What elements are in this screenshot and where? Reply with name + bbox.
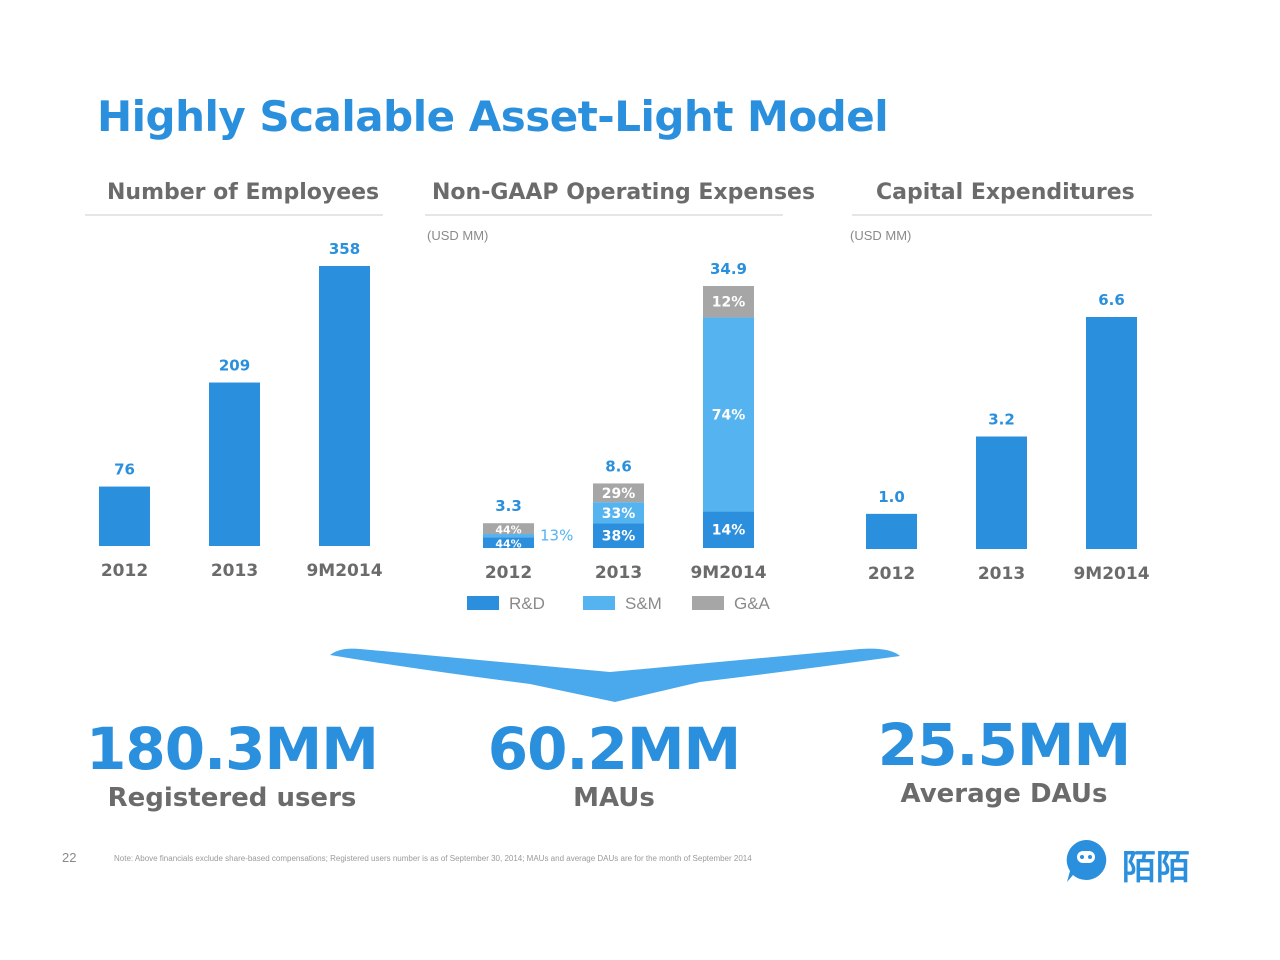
brand-logo-text: 陌陌 xyxy=(1122,849,1190,887)
kpi-maus: 60.2MM MAUs xyxy=(424,716,804,814)
opex-segment-label: 38% xyxy=(602,529,636,545)
employees-value-label: 76 xyxy=(114,461,135,479)
chat-bubble-icon xyxy=(1066,839,1107,882)
capex-value-label: 6.6 xyxy=(1098,291,1125,309)
opex-category-label: 9M2014 xyxy=(690,563,766,583)
kpi-label: Registered users xyxy=(107,783,357,813)
slide-title: Highly Scalable Asset-Light Model xyxy=(97,92,889,141)
employees-chart-title: Number of Employees xyxy=(107,180,380,205)
opex-chart: 44% 13% 44% 3.3 2012 38% 33% 29% 8.6 2013 14% 74% 12… xyxy=(483,260,767,583)
opex-segment-sm-2012 xyxy=(483,534,534,538)
employees-title-divider xyxy=(85,214,383,216)
employees-category-label: 9M2014 xyxy=(306,561,382,581)
capex-category-label: 2013 xyxy=(978,564,1025,584)
page-number: 22 xyxy=(62,850,77,865)
capex-value-label: 1.0 xyxy=(878,488,905,506)
opex-segment-sm-9M2014 xyxy=(703,317,754,512)
legend-label-sm: S&M xyxy=(625,594,662,613)
opex-segment-label: 33% xyxy=(602,506,636,522)
kpi-value: 180.3MM xyxy=(86,715,379,783)
opex-title-divider xyxy=(425,214,783,216)
kpi-registered-users: 180.3MM Registered users xyxy=(42,716,422,814)
opex-chart-title: Non-GAAP Operating Expenses xyxy=(432,180,816,205)
capex-category-label: 9M2014 xyxy=(1073,564,1149,584)
kpi-label: MAUs xyxy=(573,783,655,813)
employees-chart: 76 2012 209 2013 358 9M2014 xyxy=(99,240,383,581)
capex-bar-2013 xyxy=(976,436,1027,549)
employees-value-label: 209 xyxy=(219,357,250,375)
opex-total-label: 34.9 xyxy=(710,260,747,278)
opex-segment-ga-2012 xyxy=(483,523,534,535)
legend-swatch-ga xyxy=(692,596,724,610)
opex-segment-ga-2013 xyxy=(593,483,644,503)
capex-unit-label: (USD MM) xyxy=(850,228,912,243)
opex-segment-rd-9M2014 xyxy=(703,511,754,548)
opex-category-label: 2012 xyxy=(485,563,532,583)
opex-total-label: 8.6 xyxy=(605,457,632,475)
legend-swatch-rd xyxy=(467,596,499,610)
capex-bar-2012 xyxy=(866,513,917,549)
employees-bar-2012 xyxy=(99,486,150,546)
opex-segment-label: 14% xyxy=(712,523,746,539)
capex-title-divider xyxy=(852,214,1152,216)
opex-segment-label: 29% xyxy=(602,486,636,502)
opex-segment-label: 44% xyxy=(495,524,521,537)
employees-value-label: 358 xyxy=(329,240,360,258)
opex-segment-label: 44% xyxy=(495,538,521,551)
capex-category-label: 2012 xyxy=(868,564,915,584)
kpi-label: Average DAUs xyxy=(900,779,1108,809)
downward-chevron-arrow xyxy=(330,648,900,702)
opex-segment-label: 74% xyxy=(712,407,746,423)
opex-legend: R&D S&M G&A xyxy=(467,594,771,613)
opex-segment-sm-2013 xyxy=(593,502,644,524)
legend-swatch-sm xyxy=(583,596,615,610)
employees-bar-2013 xyxy=(209,382,260,546)
opex-segment-ga-9M2014 xyxy=(703,286,754,318)
capex-bar-9M2014 xyxy=(1086,317,1137,549)
opex-segment-label: 12% xyxy=(712,295,746,311)
legend-label-rd: R&D xyxy=(509,594,545,613)
kpi-value: 25.5MM xyxy=(877,711,1132,779)
opex-unit-label: (USD MM) xyxy=(427,228,489,243)
kpi-average-daus: 25.5MM Average DAUs xyxy=(814,712,1194,810)
opex-segment-rd-2012 xyxy=(483,537,534,548)
capex-chart: 1.0 2012 3.2 2013 6.6 9M2014 xyxy=(866,291,1150,584)
legend-label-ga: G&A xyxy=(734,594,771,613)
opex-category-label: 2013 xyxy=(595,563,642,583)
opex-segment-rd-2013 xyxy=(593,523,644,548)
opex-total-label: 3.3 xyxy=(495,497,522,515)
capex-chart-title: Capital Expenditures xyxy=(876,180,1135,205)
capex-value-label: 3.2 xyxy=(988,411,1015,429)
footnote: Note: Above financials exclude share-bas… xyxy=(114,854,752,863)
opex-segment-label: 13% xyxy=(540,527,573,545)
employees-category-label: 2012 xyxy=(101,561,148,581)
kpi-value: 60.2MM xyxy=(487,715,742,783)
employees-category-label: 2013 xyxy=(211,561,258,581)
employees-bar-9M2014 xyxy=(319,266,370,546)
